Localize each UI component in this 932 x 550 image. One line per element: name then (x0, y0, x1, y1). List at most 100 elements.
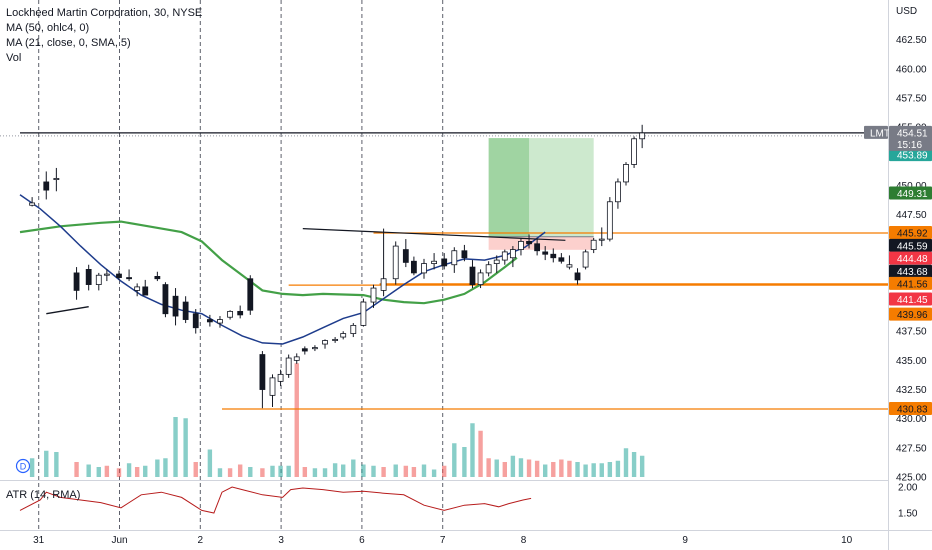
candle-body (574, 272, 581, 281)
volume-bar (286, 465, 291, 477)
candle (172, 288, 179, 326)
volume-bar (494, 459, 499, 477)
price-label-bg (889, 238, 932, 252)
volume-bar (143, 465, 148, 477)
time-axis[interactable]: 31Jun236789101314 (33, 531, 932, 550)
candle-body (142, 286, 149, 296)
volume-bar (96, 467, 101, 477)
price-label: 445.92 (889, 226, 932, 240)
price-label-bg (889, 276, 932, 290)
candle-body (154, 276, 161, 280)
candle-body (293, 356, 300, 361)
volume-legend[interactable]: Vol (6, 52, 22, 64)
volume-bar (462, 447, 467, 477)
symbol-tag-bg (864, 125, 888, 139)
candle (392, 241, 399, 285)
candle-body (332, 338, 339, 341)
candle (518, 237, 524, 256)
candle (340, 331, 347, 340)
candle-body (126, 277, 132, 280)
price-tick: 450.00 (896, 181, 927, 192)
candle (162, 282, 169, 318)
price-label-text: 430.83 (897, 405, 928, 416)
candle (606, 197, 613, 242)
volume-bar (248, 467, 253, 477)
volume-bar (526, 459, 532, 477)
candle-body (534, 243, 541, 252)
candle-body (431, 260, 438, 264)
candle (501, 249, 508, 265)
candle-body (526, 241, 532, 245)
candle-body (206, 319, 213, 323)
ma50-legend[interactable]: MA (50, ohlc4, 0) (6, 22, 90, 34)
atr-pane (19, 486, 532, 514)
candle-body (566, 264, 573, 268)
countdown-text: 15:16 (897, 140, 922, 151)
candle (639, 124, 646, 149)
candle-body (461, 250, 468, 259)
volume-bar (421, 464, 427, 477)
volume-bar (351, 459, 356, 477)
price-label-text: 445.59 (897, 241, 928, 252)
candle-body (162, 284, 169, 315)
candle-body (350, 324, 357, 334)
dividend-letter: D (20, 462, 27, 472)
price-label-bg (889, 307, 932, 321)
volume-bar (559, 459, 564, 477)
candle-body (237, 310, 244, 316)
price-label-text: 443.68 (897, 267, 928, 278)
atr-legend[interactable]: ATR (14, RMA) (6, 489, 81, 501)
trendline (302, 228, 566, 241)
volume-bar (332, 463, 338, 477)
ma21-line (19, 194, 546, 345)
price-label: 453.89 (889, 148, 932, 162)
candle (269, 374, 276, 408)
time-tick: 6 (359, 535, 365, 546)
candle (441, 253, 448, 270)
symbol-title[interactable]: Lockheed Martin Corporation, 30, NYSE (6, 7, 203, 19)
volume-bar (534, 460, 540, 477)
candle (85, 264, 92, 291)
volume-bar (44, 450, 49, 477)
candle-body (421, 263, 427, 274)
price-label: 443.68 (889, 264, 932, 278)
candle (227, 310, 233, 320)
last-price-bg (889, 125, 932, 151)
volume-bar (470, 423, 475, 477)
price-label-bg (889, 251, 932, 265)
candle-body (301, 348, 308, 352)
candle (623, 162, 629, 186)
candle (469, 260, 476, 289)
volume-bar (486, 458, 491, 477)
volume-bar (615, 460, 621, 477)
price-label-text: 441.45 (897, 295, 928, 306)
volume-bar (270, 465, 275, 477)
price-label-text: 439.96 (897, 310, 928, 321)
horizontal-levels[interactable] (0, 132, 888, 410)
volume-bar (29, 458, 35, 477)
price-tick: 437.50 (896, 327, 927, 338)
candle (217, 316, 223, 328)
volume-bar (393, 464, 398, 477)
candle-body (606, 201, 613, 240)
volume-bar (126, 463, 132, 477)
candle-body (134, 286, 141, 291)
candle (134, 283, 141, 297)
candle (574, 268, 581, 285)
candle-body (550, 253, 557, 259)
profit-zone (488, 138, 594, 237)
candle (431, 253, 438, 270)
time-tick: 10 (841, 535, 853, 546)
time-tick: 31 (33, 535, 45, 546)
ma21-legend[interactable]: MA (21, close, 0, SMA, 5) (6, 37, 131, 49)
price-label-bg (889, 264, 932, 278)
candle (259, 351, 266, 409)
candle-body (182, 301, 189, 320)
price-label: 445.59 (889, 238, 932, 252)
volume-bar (510, 455, 516, 477)
volume-bar (237, 464, 243, 477)
volume-bar (478, 430, 483, 477)
candle-body (53, 178, 60, 181)
long-position-tool[interactable] (488, 138, 594, 250)
